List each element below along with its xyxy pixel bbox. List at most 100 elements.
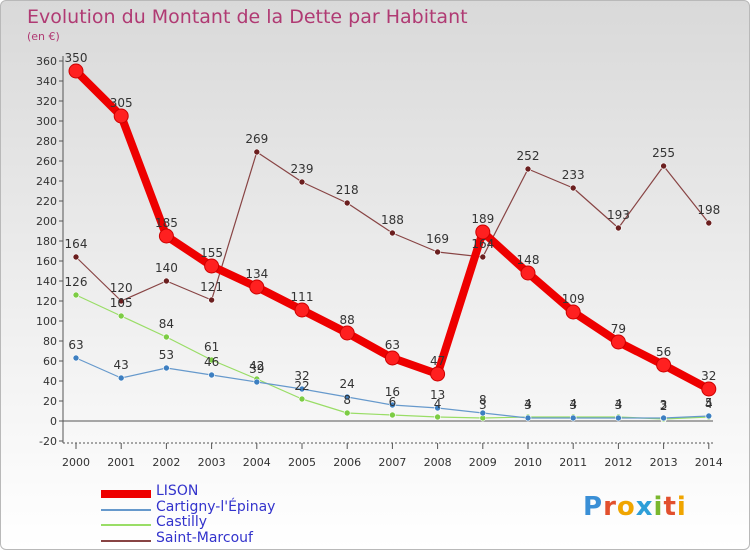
x-tick-label: 2012 bbox=[604, 456, 632, 469]
data-label-lison: 134 bbox=[245, 267, 268, 281]
legend-label: LISON bbox=[156, 483, 199, 499]
data-label-cartigny-l-pinay: 53 bbox=[159, 348, 174, 362]
data-label-castilly: 4 bbox=[434, 397, 442, 411]
data-label-lison: 56 bbox=[656, 345, 671, 359]
x-tick-label: 2002 bbox=[152, 456, 180, 469]
data-label-saint-marcouf: 193 bbox=[607, 208, 630, 222]
data-label-lison: 111 bbox=[291, 290, 314, 304]
data-point-lison bbox=[339, 325, 355, 341]
y-tick-label: 240 bbox=[36, 175, 57, 188]
data-label-saint-marcouf: 198 bbox=[697, 203, 720, 217]
data-label-cartigny-l-pinay: 16 bbox=[385, 385, 400, 399]
x-tick-label: 2009 bbox=[469, 456, 497, 469]
data-point-cartigny-l-pinay bbox=[72, 354, 80, 362]
chart-unit: (en €) bbox=[27, 30, 60, 43]
data-label-saint-marcouf: 188 bbox=[381, 213, 404, 227]
y-tick-label: 0 bbox=[50, 415, 57, 428]
y-tick-label: 360 bbox=[36, 55, 57, 68]
data-label-castilly: 4 bbox=[615, 397, 623, 411]
data-point-castilly bbox=[343, 409, 351, 417]
x-tick-label: 2003 bbox=[198, 456, 226, 469]
x-tick-label: 2000 bbox=[62, 456, 90, 469]
data-label-lison: 189 bbox=[471, 212, 494, 226]
data-label-cartigny-l-pinay: 3 bbox=[615, 398, 623, 412]
y-tick-label: 200 bbox=[36, 215, 57, 228]
data-point-lison bbox=[158, 228, 174, 244]
data-label-saint-marcouf: 164 bbox=[471, 237, 494, 251]
data-label-castilly: 3 bbox=[479, 398, 487, 412]
x-tick-label: 2007 bbox=[378, 456, 406, 469]
data-label-saint-marcouf: 218 bbox=[336, 183, 359, 197]
data-label-saint-marcouf: 164 bbox=[65, 237, 88, 251]
data-label-saint-marcouf: 140 bbox=[155, 261, 178, 275]
data-point-castilly bbox=[72, 291, 80, 299]
data-label-cartigny-l-pinay: 3 bbox=[524, 398, 532, 412]
data-point-cartigny-l-pinay bbox=[479, 409, 487, 417]
proxiti-logo: Proxiti bbox=[583, 492, 687, 522]
data-point-lison bbox=[249, 279, 265, 295]
data-label-castilly: 42 bbox=[249, 359, 264, 373]
data-label-saint-marcouf: 120 bbox=[110, 281, 133, 295]
legend-label: Castilly bbox=[156, 514, 208, 530]
data-label-cartigny-l-pinay: 5 bbox=[705, 396, 713, 410]
data-point-lison bbox=[430, 366, 446, 382]
data-point-cartigny-l-pinay bbox=[615, 414, 622, 422]
data-point-saint-marcouf bbox=[298, 178, 306, 186]
logo-letter: t bbox=[663, 492, 677, 522]
y-tick-label: 40 bbox=[43, 375, 57, 388]
data-label-castilly: 22 bbox=[294, 379, 309, 393]
data-label-castilly: 6 bbox=[389, 395, 397, 409]
data-label-lison: 350 bbox=[65, 51, 88, 65]
data-point-cartigny-l-pinay bbox=[524, 414, 532, 422]
logo-letter: i bbox=[676, 492, 687, 522]
x-tick-label: 2013 bbox=[650, 456, 678, 469]
data-point-saint-marcouf bbox=[163, 277, 170, 285]
data-label-castilly: 2 bbox=[660, 399, 668, 413]
data-point-cartigny-l-pinay bbox=[569, 414, 577, 422]
legend-swatch bbox=[101, 490, 151, 498]
data-label-lison: 109 bbox=[562, 292, 585, 306]
data-label-lison: 185 bbox=[155, 216, 178, 230]
x-tick-label: 2011 bbox=[559, 456, 587, 469]
data-point-saint-marcouf bbox=[343, 199, 351, 207]
data-point-lison bbox=[475, 224, 491, 240]
data-point-cartigny-l-pinay bbox=[298, 385, 306, 393]
logo-letter: P bbox=[583, 492, 604, 522]
data-label-cartigny-l-pinay: 8 bbox=[479, 393, 487, 407]
y-tick-label: 160 bbox=[36, 255, 57, 268]
x-tick-label: 2008 bbox=[424, 456, 452, 469]
y-tick-label: 140 bbox=[36, 275, 57, 288]
data-point-saint-marcouf bbox=[208, 296, 215, 304]
y-tick-label: 60 bbox=[43, 355, 57, 368]
data-point-lison bbox=[68, 63, 84, 79]
x-tick-label: 2010 bbox=[514, 456, 542, 469]
data-label-saint-marcouf: 233 bbox=[562, 168, 585, 182]
data-point-saint-marcouf bbox=[434, 248, 441, 256]
data-point-saint-marcouf bbox=[479, 253, 487, 261]
y-tick-label: 120 bbox=[36, 295, 57, 308]
data-label-saint-marcouf: 269 bbox=[245, 132, 268, 146]
data-point-cartigny-l-pinay bbox=[253, 378, 261, 386]
data-label-saint-marcouf: 252 bbox=[517, 149, 540, 163]
data-point-cartigny-l-pinay bbox=[389, 401, 396, 409]
y-tick-label: 320 bbox=[36, 95, 57, 108]
data-point-saint-marcouf bbox=[524, 165, 532, 173]
data-label-castilly: 4 bbox=[569, 397, 577, 411]
data-label-saint-marcouf: 121 bbox=[200, 280, 223, 294]
y-tick-label: 100 bbox=[36, 315, 57, 328]
y-tick-label: 300 bbox=[36, 115, 57, 128]
data-point-saint-marcouf bbox=[72, 253, 80, 261]
logo-letter: i bbox=[653, 492, 664, 522]
data-label-lison: 88 bbox=[340, 313, 355, 327]
x-tick-label: 2004 bbox=[243, 456, 271, 469]
data-point-saint-marcouf bbox=[569, 184, 577, 192]
data-label-castilly: 105 bbox=[110, 296, 133, 310]
y-tick-label: 260 bbox=[36, 155, 57, 168]
data-point-cartigny-l-pinay bbox=[705, 412, 713, 420]
data-point-saint-marcouf bbox=[660, 162, 667, 170]
data-label-castilly: 4 bbox=[524, 397, 532, 411]
data-label-cartigny-l-pinay: 24 bbox=[340, 377, 355, 391]
data-label-castilly: 61 bbox=[204, 340, 219, 354]
data-point-castilly bbox=[208, 356, 215, 364]
